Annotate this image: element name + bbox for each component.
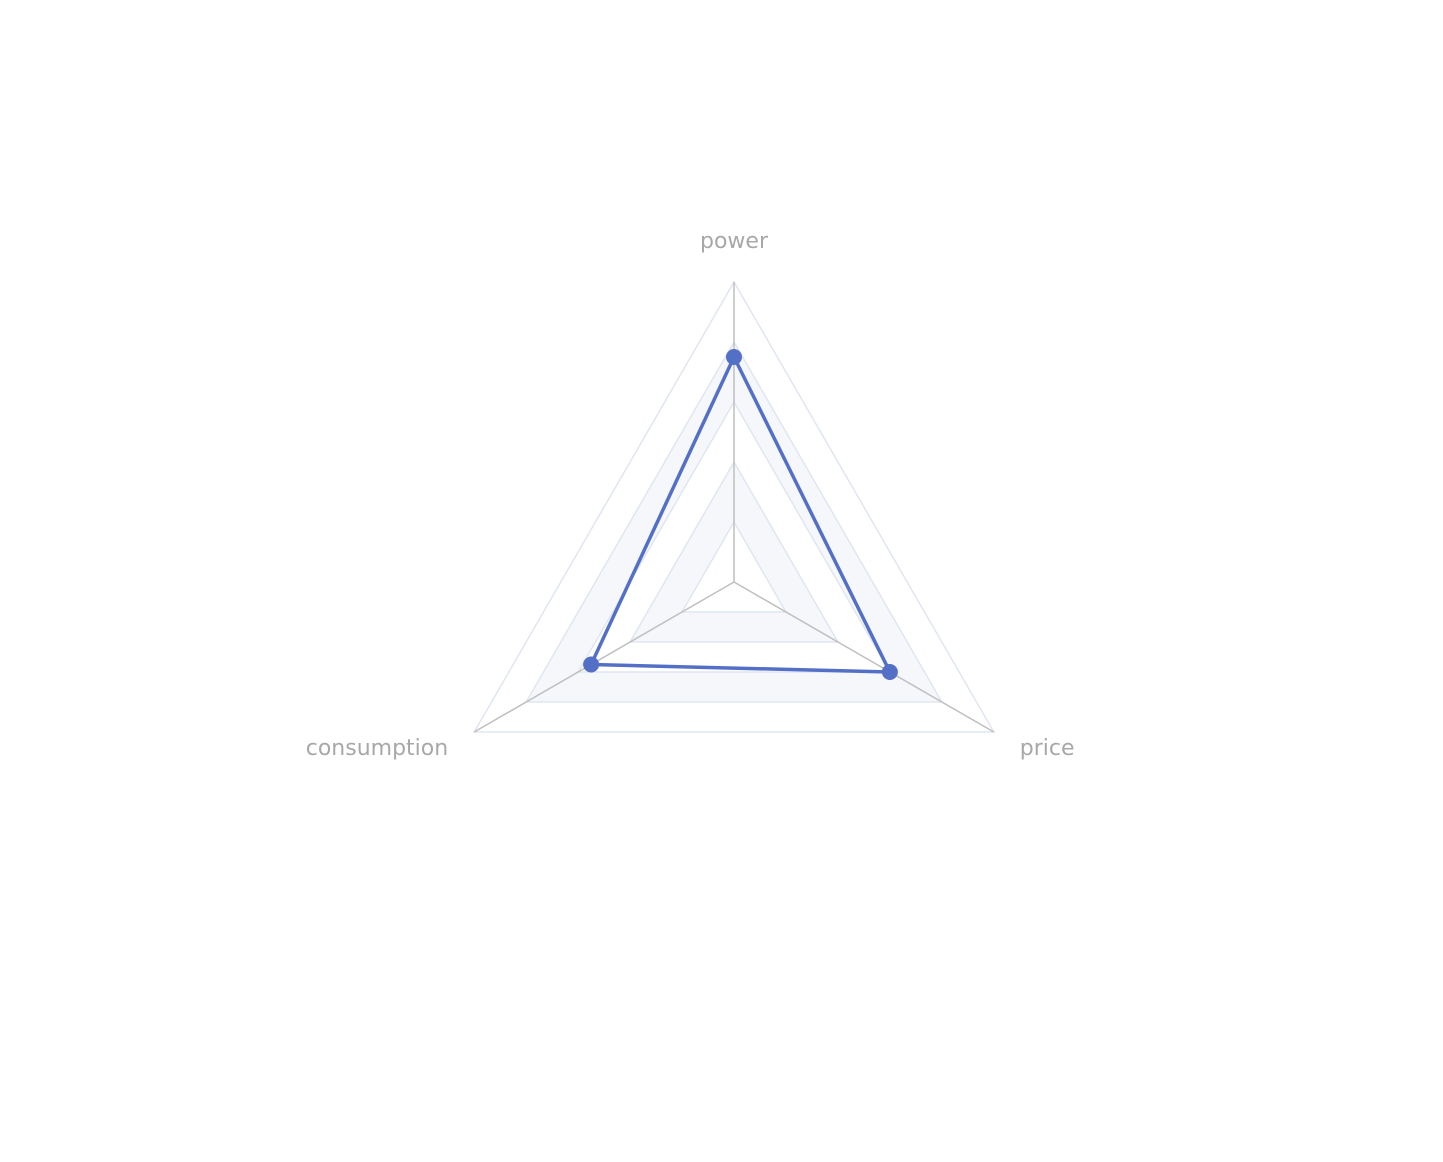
indicator-label-price: price (1020, 736, 1075, 761)
data-point-price[interactable] (881, 664, 898, 680)
split-area-ring-5 (474, 282, 994, 732)
data-point-power[interactable] (726, 349, 742, 365)
split-area-ring-4 (526, 342, 942, 702)
split-line-5 (472, 280, 996, 733)
axis-line-price (733, 581, 995, 733)
split-line-3 (576, 400, 892, 673)
split-lines (472, 280, 996, 733)
data-point-consumption[interactable] (583, 656, 600, 673)
axis-lines (473, 282, 995, 733)
series-line-0 (589, 355, 892, 674)
split-line-1 (680, 520, 788, 613)
series-layer (583, 349, 898, 680)
split-line-4 (524, 340, 944, 703)
indicator-label-power: power (700, 229, 769, 254)
axis-line-consumption (473, 581, 735, 733)
indicator-labels: power price consumption (306, 229, 1075, 761)
split-area-ring-2 (630, 462, 838, 642)
indicator-label-consumption: consumption (306, 736, 448, 761)
split-line-2 (628, 460, 840, 643)
